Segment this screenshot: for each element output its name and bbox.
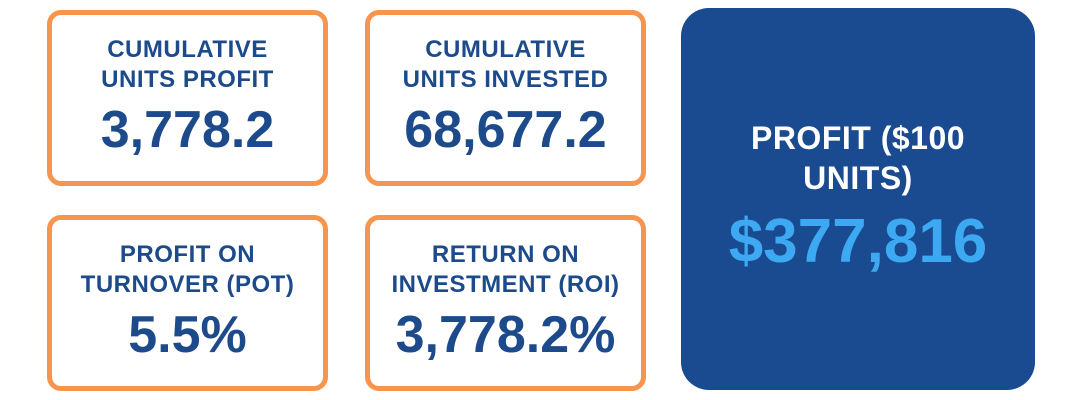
highlight-label: PROFIT ($100 UNITS) [751,118,965,198]
label-line: UNITS) [803,160,913,196]
label-line: PROFIT ON [119,241,256,268]
label-line: UNITS INVESTED [402,66,609,93]
highlight-card: PROFIT ($100 UNITS) $377,816 [681,8,1035,390]
stat-card: CUMULATIVE UNITS PROFIT 3,778.2 [47,10,328,186]
stat-label: RETURN ON INVESTMENT (ROI) [392,240,620,300]
stat-card: PROFIT ON TURNOVER (POT) 5.5% [47,215,328,391]
label-line: RETURN ON [431,241,580,268]
stat-label: PROFIT ON TURNOVER (POT) [81,240,295,300]
label-line: TURNOVER (POT) [80,271,295,298]
stat-label: CUMULATIVE UNITS PROFIT [101,35,274,95]
stat-label: CUMULATIVE UNITS INVESTED [403,35,609,95]
stat-card: RETURN ON INVESTMENT (ROI) 3,778.2% [365,215,646,391]
stat-value: 68,677.2 [404,101,607,159]
label-line: INVESTMENT (ROI) [391,271,620,298]
stat-value: 3,778.2% [395,306,616,364]
label-line: UNITS PROFIT [101,66,274,93]
stat-value: 3,778.2 [100,101,275,159]
label-line: CUMULATIVE [425,36,586,63]
highlight-value: $377,816 [728,207,988,276]
stat-value: 5.5% [128,306,247,364]
stat-card: CUMULATIVE UNITS INVESTED 68,677.2 [365,10,646,186]
label-line: PROFIT ($100 [750,120,966,156]
label-line: CUMULATIVE [107,36,268,63]
